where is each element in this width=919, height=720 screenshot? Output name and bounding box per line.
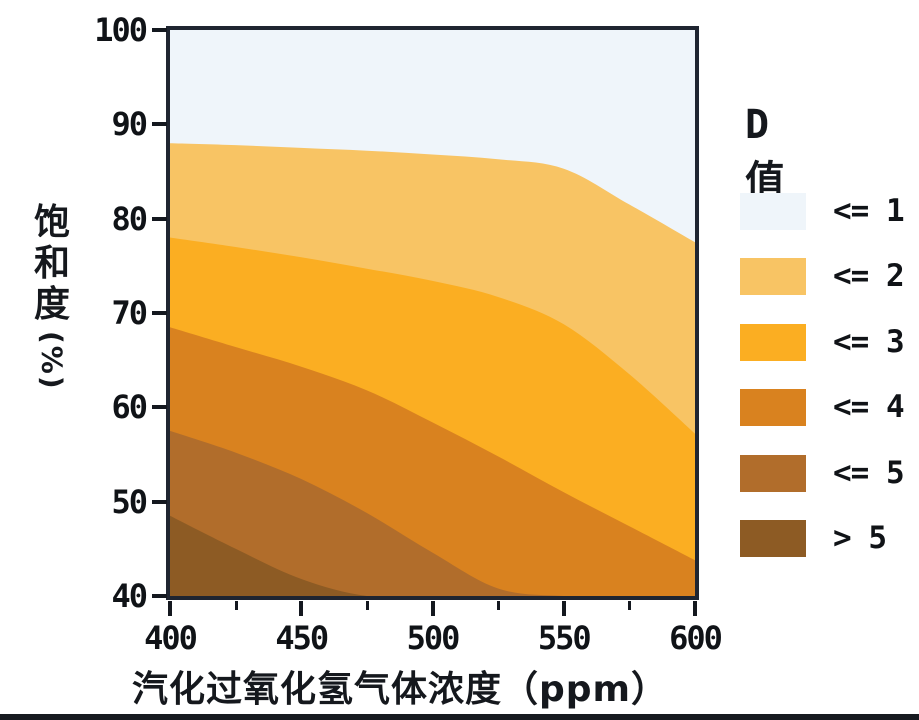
x-tick-label: 550: [537, 619, 592, 657]
y-tick-label: 100: [94, 11, 148, 49]
y-tick: [152, 594, 167, 598]
legend-swatch: [740, 520, 806, 557]
y-tick: [152, 28, 167, 32]
y-tick-label: 50: [111, 482, 148, 521]
x-tick: [693, 601, 697, 616]
y-axis-unit: (%): [35, 331, 69, 391]
y-tick-label: 40: [111, 577, 148, 615]
contour-band-D4: [170, 430, 695, 596]
y-axis-title-char: 饱: [33, 202, 70, 243]
legend-label: > 5: [833, 520, 887, 556]
x-tick-label: 400: [144, 619, 198, 657]
x-tick: [299, 601, 304, 616]
y-axis-title-char: 和: [33, 243, 70, 284]
y-tick: [152, 122, 167, 127]
y-tick-label: 80: [111, 199, 148, 238]
x-minor-tick: [234, 601, 238, 610]
legend-label: <= 2: [833, 258, 905, 295]
legend-label: <= 5: [833, 454, 905, 491]
y-tick: [152, 499, 167, 504]
legend-swatch: [740, 389, 806, 427]
legend-swatch: [740, 193, 806, 230]
x-minor-tick: [628, 601, 632, 610]
x-tick-label: 450: [275, 619, 329, 657]
legend-label: <= 4: [833, 389, 905, 426]
legend-label: <= 3: [833, 323, 905, 360]
y-tick-label: 70: [111, 294, 148, 332]
x-tick-label: 600: [669, 619, 723, 657]
y-axis-title-char: 度: [33, 284, 70, 325]
plot-area: [166, 26, 699, 600]
y-tick: [152, 311, 167, 315]
legend-swatch: [740, 323, 806, 361]
y-axis-title-text: 饱和度: [30, 202, 74, 325]
legend-swatch: [740, 258, 806, 296]
x-tick: [561, 601, 566, 616]
x-tick-label: 500: [406, 619, 461, 657]
y-tick-label: 90: [111, 105, 148, 144]
contour-plot: [170, 30, 695, 596]
y-tick: [152, 216, 167, 221]
window-bottom-edge: [0, 714, 919, 720]
legend-label: <= 1: [833, 193, 905, 229]
legend-title: D值: [745, 102, 785, 204]
x-tick: [168, 601, 172, 616]
x-minor-tick: [497, 601, 501, 610]
x-minor-tick: [365, 601, 369, 610]
y-axis-title: 饱和度 (%): [30, 202, 74, 391]
legend-swatch: [740, 454, 806, 492]
x-tick: [430, 601, 435, 616]
y-tick-label: 60: [111, 388, 148, 427]
y-tick: [152, 405, 167, 410]
x-axis-title: 汽化过氧化氢气体浓度（ppm）: [131, 669, 669, 710]
contour-band-D5: [170, 515, 695, 596]
